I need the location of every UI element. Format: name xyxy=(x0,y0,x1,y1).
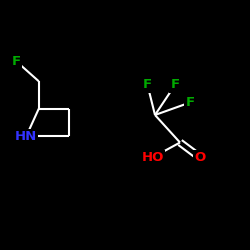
Text: HO: HO xyxy=(141,151,164,164)
Text: F: F xyxy=(12,55,21,68)
Text: O: O xyxy=(194,151,205,164)
Text: F: F xyxy=(170,78,179,92)
Text: HN: HN xyxy=(15,130,38,143)
Text: F: F xyxy=(143,78,152,92)
Text: F: F xyxy=(186,96,194,109)
